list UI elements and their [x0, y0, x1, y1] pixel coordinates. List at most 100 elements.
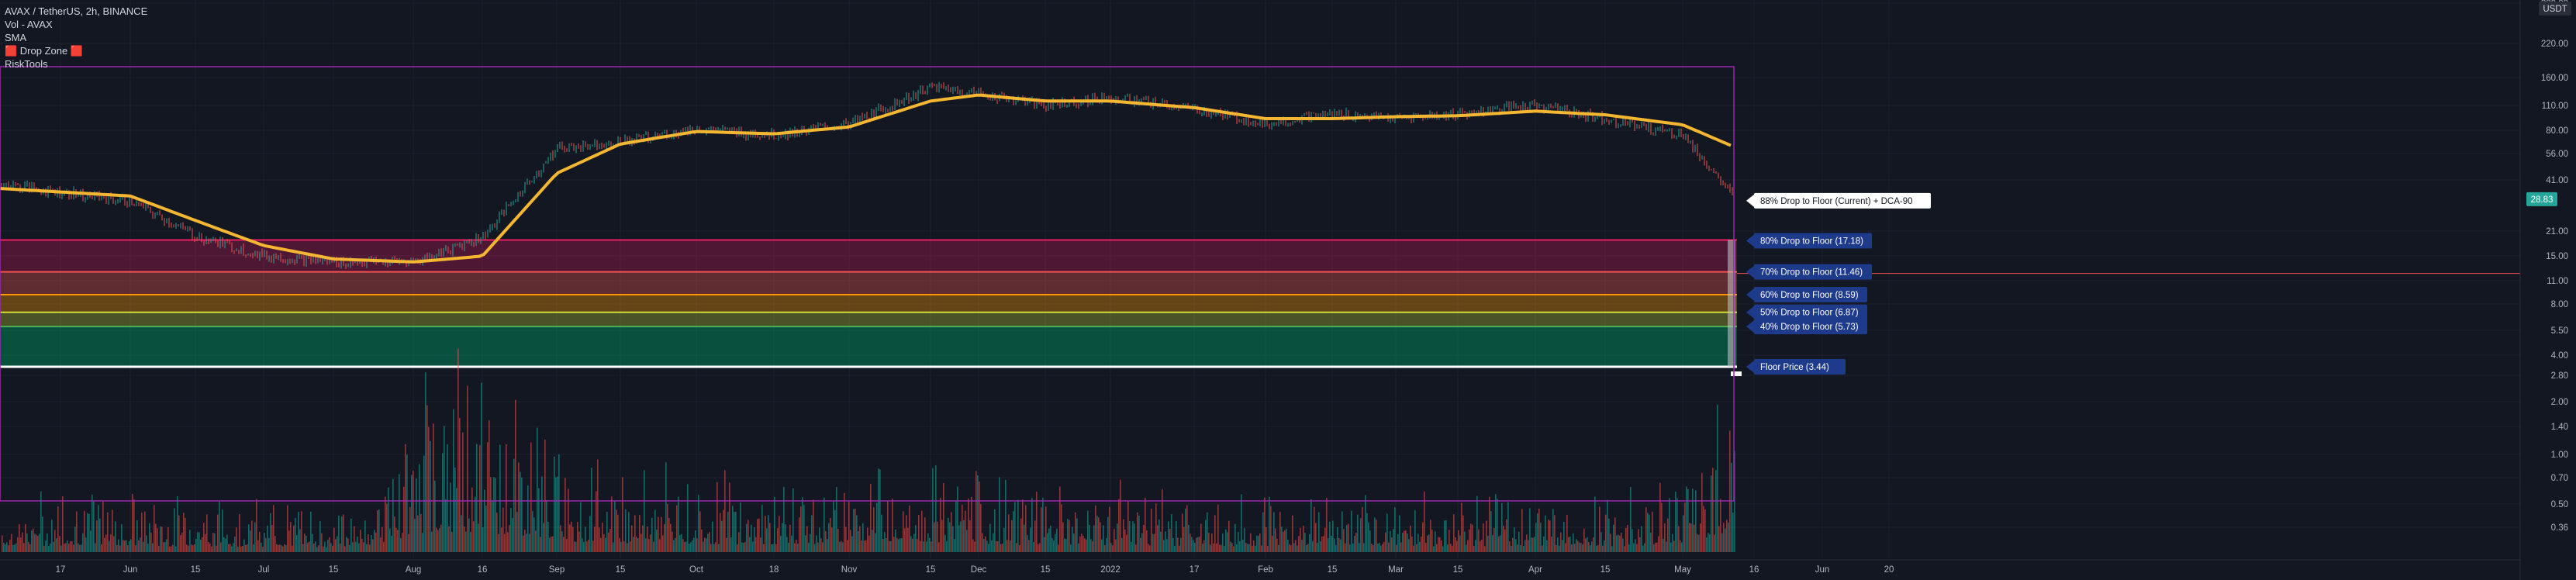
volume-bar [70, 541, 71, 552]
volume-bar [678, 496, 679, 552]
label-bg [1754, 319, 1867, 335]
volume-bar [710, 544, 712, 552]
drop-zones [0, 239, 2520, 377]
volume-bar [952, 526, 954, 552]
volume-bar [1549, 520, 1551, 552]
volume-bar [989, 523, 991, 552]
volume-bar [1363, 543, 1365, 552]
volume-bar [1473, 546, 1475, 552]
volume-bar [1076, 518, 1078, 552]
volume-bar [1659, 482, 1661, 552]
volume-bar [1149, 545, 1151, 552]
volume-bar [1346, 525, 1348, 552]
sma-indicator-label[interactable]: SMA [5, 32, 27, 43]
volume-bar [1534, 537, 1535, 552]
volume-bar [1140, 537, 1141, 552]
volume-bar [292, 545, 293, 552]
volume-bar [1202, 544, 1203, 552]
volume-bar [887, 501, 889, 552]
volume-bar [735, 512, 737, 552]
risktools-indicator-label[interactable]: RiskTools [5, 58, 48, 70]
volume-bar [1326, 498, 1328, 552]
volume-bar [1062, 522, 1064, 552]
volume-bar [1641, 526, 1642, 552]
volume-bar [518, 462, 520, 552]
label-pointer [1746, 234, 1754, 247]
volume-bar [968, 498, 969, 552]
volume-bar [68, 544, 70, 552]
volume-bar [319, 521, 321, 552]
volume-bar [1188, 524, 1190, 552]
volume-bar [1096, 516, 1098, 552]
volume-bar [318, 545, 319, 552]
volume-bar [901, 538, 903, 552]
volume-bar [107, 513, 109, 552]
label-text: Floor Price (3.44) [1760, 363, 1829, 372]
volume-bar [1104, 545, 1106, 552]
volume-bar [1176, 521, 1177, 552]
volume-bar [1520, 545, 1521, 552]
volume-bar [1569, 537, 1571, 552]
volume-bar [237, 546, 239, 552]
currency-badge [2539, 2, 2571, 16]
label-bg [1754, 304, 1867, 320]
volume-bar [1684, 502, 1686, 552]
volume-bar [628, 512, 630, 552]
volume-bar [921, 510, 923, 552]
volume-bar [524, 530, 526, 552]
volume-bar [687, 484, 689, 552]
volume-bar [851, 536, 853, 552]
volume-bar [983, 538, 985, 552]
volume-bar [1256, 535, 1258, 552]
volume-bar [538, 488, 540, 552]
volume-bar [1714, 534, 1715, 552]
volume-bar [868, 535, 870, 552]
volume-bar [1038, 544, 1039, 552]
volume-bar [544, 439, 546, 552]
volume-bar [751, 524, 752, 552]
time-tick-label: 15 [616, 565, 626, 575]
volume-bar [1521, 509, 1523, 552]
volume-bar [1165, 531, 1166, 552]
volume-bar [707, 533, 709, 552]
time-tick-label: 15 [1041, 565, 1051, 575]
volume-bar [1557, 537, 1559, 552]
volume-bar [682, 539, 684, 552]
symbol-title[interactable]: AVAX / TetherUS, 2h, BINANCE [5, 5, 148, 17]
label-text: 80% Drop to Floor (17.18) [1760, 236, 1863, 246]
label-pointer [1746, 361, 1754, 374]
price-scale[interactable]: 320.00220.00160.00110.0080.0056.0041.002… [2519, 0, 2576, 580]
volume-bar [1039, 543, 1041, 552]
volume-bar [1489, 496, 1490, 552]
volume-bar [341, 516, 343, 552]
volume-bar [864, 540, 865, 552]
volume-bar [315, 541, 316, 552]
volume-bar [1551, 537, 1552, 552]
volume-indicator-label[interactable]: Vol - AVAX [5, 19, 53, 30]
volume-bar [1297, 545, 1298, 552]
volume-bar [1185, 508, 1186, 552]
volume-bar [1098, 517, 1100, 552]
time-scale[interactable]: 17 Jun 15 Jul 15 Aug 16 Sep 15 Oct 18 Nov 15 Dec 15 202… [0, 559, 2520, 575]
volume-bar [1532, 537, 1534, 552]
volume-bar [87, 513, 88, 552]
volume-bar [783, 486, 785, 552]
volume-bar [2, 535, 3, 552]
volume-bar [471, 487, 473, 552]
volume-bar [1690, 523, 1692, 552]
volume-bar [667, 504, 668, 552]
volume-bar [493, 477, 495, 552]
volume-bar [515, 399, 516, 552]
volume-bar [1703, 506, 1704, 552]
volume-bar [957, 486, 958, 552]
volume-bar [717, 482, 718, 552]
dropzone-indicator-label[interactable]: 🟥 Drop Zone 🟥 [5, 45, 84, 57]
volume-bar [935, 465, 937, 552]
volume-bar [1582, 544, 1583, 552]
volume-bar [1607, 499, 1608, 552]
volume-bar [1247, 544, 1248, 552]
volume-bar [413, 470, 414, 552]
volume-bar [1324, 527, 1326, 552]
volume-bar [1645, 507, 1647, 552]
